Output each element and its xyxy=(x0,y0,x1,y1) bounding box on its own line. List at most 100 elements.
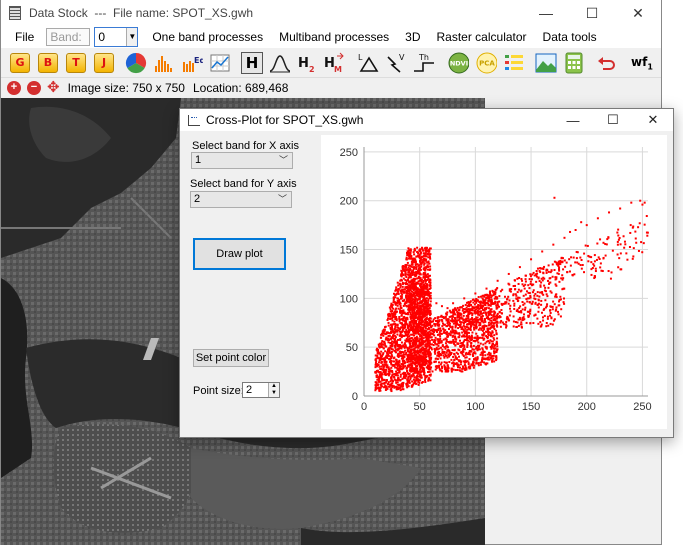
data-point xyxy=(547,286,550,289)
data-point xyxy=(467,361,470,364)
data-point xyxy=(617,238,620,241)
menu-file[interactable]: File xyxy=(15,30,35,44)
workflow-button[interactable]: wf1 xyxy=(629,52,655,74)
data-point xyxy=(466,317,469,320)
undo-button[interactable] xyxy=(595,52,617,74)
x-axis-select[interactable]: 1 ﹀ xyxy=(191,152,293,169)
data-point xyxy=(501,312,504,315)
classification-button[interactable] xyxy=(503,52,525,74)
b-button[interactable]: B xyxy=(37,52,59,74)
menu-raster-calculator[interactable]: Raster calculator xyxy=(436,30,527,44)
data-point xyxy=(474,324,477,327)
data-point xyxy=(396,326,399,329)
t-button[interactable]: T xyxy=(65,52,87,74)
data-point xyxy=(488,318,491,321)
data-point xyxy=(422,303,425,306)
data-point xyxy=(378,388,381,391)
color-composite-button[interactable] xyxy=(125,52,147,74)
threshold-button[interactable]: Th xyxy=(413,52,435,74)
j-button[interactable]: J xyxy=(93,52,115,74)
lower-threshold-button[interactable]: L xyxy=(357,52,379,74)
data-point xyxy=(426,342,429,345)
point-size-stepper[interactable]: 2 ▲ ▼ xyxy=(242,382,280,398)
ndvi-button[interactable]: NDVI xyxy=(447,52,469,74)
zoom-out-icon[interactable]: − xyxy=(27,81,41,95)
data-point xyxy=(423,369,426,372)
value-slice-button[interactable]: V xyxy=(385,52,407,74)
data-point xyxy=(550,269,553,272)
data-point xyxy=(430,346,433,349)
data-point xyxy=(460,341,463,344)
draw-plot-button[interactable]: Draw plot xyxy=(193,238,286,270)
data-point xyxy=(443,364,446,367)
data-point xyxy=(409,295,412,298)
data-point xyxy=(403,345,406,348)
h2-button[interactable]: H 2 xyxy=(297,52,319,74)
data-point xyxy=(495,333,498,336)
set-point-color-button[interactable]: Set point color xyxy=(193,349,269,367)
data-point xyxy=(403,361,406,364)
g-button[interactable]: G xyxy=(9,52,31,74)
data-point xyxy=(405,301,408,304)
data-point xyxy=(423,291,426,294)
data-point xyxy=(417,379,420,382)
calculator-button[interactable] xyxy=(563,52,585,74)
data-point xyxy=(450,331,453,334)
data-point xyxy=(389,380,392,383)
maximize-button[interactable]: ☐ xyxy=(585,4,599,21)
data-point xyxy=(422,351,425,354)
chevron-down-icon[interactable]: ▼ xyxy=(126,28,138,46)
data-point xyxy=(417,282,420,285)
data-point xyxy=(425,316,428,319)
data-point xyxy=(410,365,413,368)
pan-icon[interactable]: ✥ xyxy=(47,79,60,96)
equalize-button[interactable]: Eq xyxy=(181,52,203,74)
band-select[interactable]: 0 ▼ xyxy=(94,27,139,47)
menu-one-band-processes[interactable]: One band processes xyxy=(152,30,264,44)
data-point xyxy=(414,326,417,329)
dialog-close-button[interactable]: ✕ xyxy=(647,112,659,127)
hm-button[interactable]: H M xyxy=(323,52,345,74)
data-point xyxy=(441,352,444,355)
data-point xyxy=(451,311,454,314)
data-point xyxy=(466,323,469,326)
data-point xyxy=(418,266,421,269)
h-button[interactable]: H xyxy=(241,52,263,74)
zoom-in-icon[interactable]: + xyxy=(7,81,21,95)
dialog-maximize-button[interactable]: ☐ xyxy=(607,112,619,127)
menu-data-tools[interactable]: Data tools xyxy=(542,30,597,44)
stepper-arrows-icon[interactable]: ▲ ▼ xyxy=(268,383,279,397)
pca-button[interactable]: PCA xyxy=(475,52,497,74)
dialog-minimize-button[interactable]: — xyxy=(566,112,580,128)
data-point xyxy=(536,272,539,275)
data-point xyxy=(431,333,434,336)
data-point xyxy=(558,304,561,307)
data-point xyxy=(420,365,423,368)
menu-3d[interactable]: 3D xyxy=(405,30,421,44)
image-view-button[interactable] xyxy=(535,52,557,74)
data-point xyxy=(489,311,492,314)
data-point xyxy=(490,310,493,313)
data-point xyxy=(483,328,486,331)
y-axis-select[interactable]: 2 ﹀ xyxy=(190,191,292,208)
menu-multiband-processes[interactable]: Multiband processes xyxy=(279,30,390,44)
profile-button[interactable] xyxy=(209,52,231,74)
close-button[interactable]: ✕ xyxy=(632,4,644,21)
data-point xyxy=(467,315,470,318)
minimize-button[interactable]: — xyxy=(539,5,553,21)
data-point xyxy=(482,338,485,341)
data-point xyxy=(554,295,557,298)
data-point xyxy=(386,318,389,321)
data-point xyxy=(422,293,425,296)
data-point xyxy=(397,307,400,310)
data-point xyxy=(487,340,490,343)
histogram-button[interactable] xyxy=(153,52,175,74)
data-point xyxy=(470,324,473,327)
data-point xyxy=(476,311,479,314)
gaussian-button[interactable] xyxy=(269,52,291,74)
data-point xyxy=(454,369,457,372)
data-point xyxy=(414,315,417,318)
data-point xyxy=(396,386,399,389)
data-point xyxy=(533,274,536,277)
data-point xyxy=(412,305,415,308)
